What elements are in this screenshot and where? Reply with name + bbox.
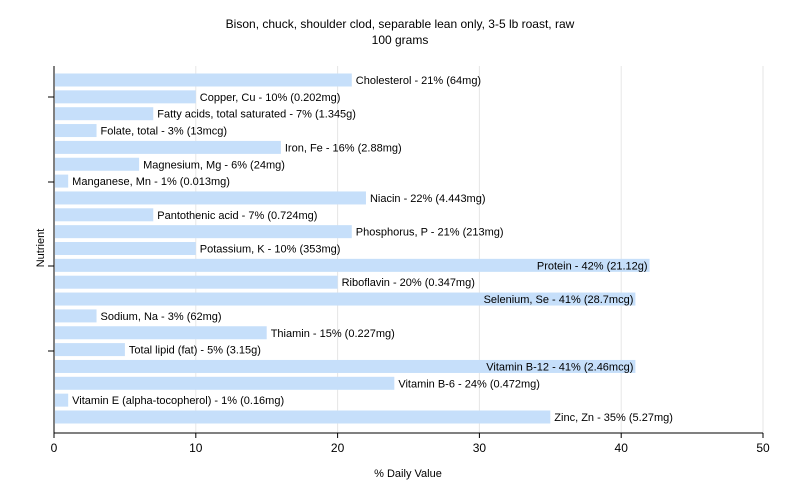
bar bbox=[55, 343, 125, 357]
bar-label: Potassium, K - 10% (353mg) bbox=[200, 244, 341, 256]
bar bbox=[55, 258, 650, 272]
x-tick-label: 10 bbox=[189, 441, 203, 455]
x-tick-label: 30 bbox=[473, 441, 487, 455]
bar bbox=[55, 393, 69, 407]
bar bbox=[55, 225, 352, 239]
bar bbox=[55, 242, 196, 255]
bar-label: Sodium, Na - 3% (62mg) bbox=[101, 311, 222, 323]
bar-label: Total lipid (fat) - 5% (3.15g) bbox=[129, 345, 261, 357]
bar-labels: Cholesterol - 21% (64mg) Copper, Cu - 10%… bbox=[72, 75, 673, 424]
chart-title-block: Bison, chuck, shoulder clod, separable l… bbox=[0, 16, 800, 48]
bar bbox=[55, 292, 636, 306]
bar bbox=[55, 90, 196, 104]
bar bbox=[55, 107, 154, 121]
bar bbox=[55, 208, 154, 222]
bar-label: Manganese, Mn - 1% (0.013mg) bbox=[72, 176, 230, 188]
bar-label: Vitamin B-6 - 24% (0.472mg) bbox=[398, 378, 540, 390]
bar bbox=[55, 73, 352, 87]
x-tick-label: 50 bbox=[756, 441, 770, 455]
bar bbox=[55, 326, 267, 340]
bar-label: Niacin - 22% (4.443mg) bbox=[370, 193, 486, 205]
bar bbox=[55, 124, 97, 138]
bar-label: Phosphorus, P - 21% (213mg) bbox=[356, 227, 504, 239]
axes: 0 10 20 30 40 50 bbox=[48, 66, 770, 455]
bar-label: Iron, Fe - 16% (2.88mg) bbox=[285, 142, 402, 154]
bar-label: Protein - 42% (21.12g) bbox=[537, 260, 648, 272]
chart-title: Bison, chuck, shoulder clod, separable l… bbox=[225, 17, 575, 31]
bar-label: Vitamin E (alpha-tocopherol) - 1% (0.16m… bbox=[72, 395, 284, 407]
bar bbox=[55, 174, 69, 188]
bar bbox=[55, 376, 395, 390]
bar bbox=[55, 140, 281, 154]
bar-label: Zinc, Zn - 35% (5.27mg) bbox=[554, 412, 673, 424]
bar bbox=[55, 410, 551, 424]
x-tick-label: 20 bbox=[331, 441, 345, 455]
x-tick-label: 0 bbox=[51, 441, 58, 455]
bar-label: Riboflavin - 20% (0.347mg) bbox=[342, 277, 475, 289]
bar-label: Magnesium, Mg - 6% (24mg) bbox=[143, 159, 285, 171]
bar-label: Vitamin B-12 - 41% (2.46mcg) bbox=[486, 361, 633, 373]
bar-label: Thiamin - 15% (0.227mg) bbox=[271, 328, 395, 340]
bar-label: Folate, total - 3% (13mcg) bbox=[101, 126, 228, 138]
x-tick-label: 40 bbox=[615, 441, 629, 455]
bars bbox=[55, 73, 650, 424]
bar-label: Fatty acids, total saturated - 7% (1.345… bbox=[157, 109, 356, 121]
bar bbox=[55, 359, 636, 373]
y-axis-title: Nutrient bbox=[35, 229, 47, 268]
bar-label: Pantothenic acid - 7% (0.724mg) bbox=[157, 210, 317, 222]
bar bbox=[55, 309, 97, 323]
bar bbox=[55, 275, 338, 289]
bar-label: Copper, Cu - 10% (0.202mg) bbox=[200, 92, 341, 104]
x-axis-title: % Daily Value bbox=[374, 468, 442, 480]
bar bbox=[55, 191, 366, 205]
chart-subtitle: 100 grams bbox=[371, 33, 429, 47]
bar-label: Cholesterol - 21% (64mg) bbox=[356, 75, 481, 87]
bar-label: Selenium, Se - 41% (28.7mcg) bbox=[484, 294, 634, 306]
bar bbox=[55, 157, 140, 171]
